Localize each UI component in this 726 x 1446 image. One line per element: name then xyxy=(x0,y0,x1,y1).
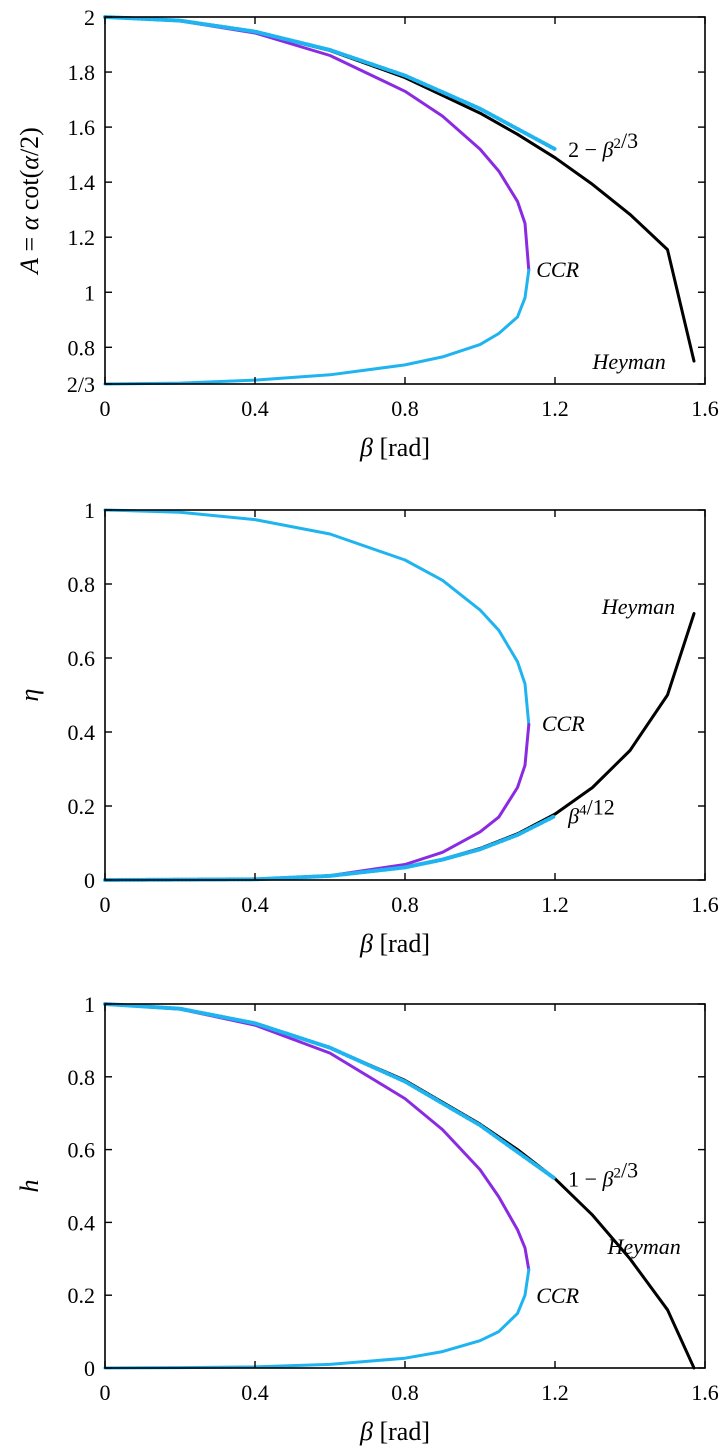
heyman-curve xyxy=(103,612,696,882)
x-axis-title: β [rad] xyxy=(359,1417,430,1446)
y-tick-label: 1.4 xyxy=(68,170,96,195)
curve-annotation: β4/12 xyxy=(567,794,615,828)
x-tick-label: 0.8 xyxy=(391,892,419,917)
y-tick-label: 1 xyxy=(84,992,95,1017)
curve-annotation: CCR xyxy=(542,711,585,736)
curve-annotation: Heyman xyxy=(601,594,675,619)
y-tick-label: 0.4 xyxy=(68,720,96,745)
panel-eta-vs-beta: 0 0.4 0.8 1.2 1.6 0 0.2 0.4 0.6 0.8 1 β [rad] η Heyma… xyxy=(15,498,719,958)
x-axis-title: β [rad] xyxy=(359,929,430,958)
y-tick-label: 2/3 xyxy=(67,372,95,397)
y-tick-label: 1 xyxy=(84,498,95,523)
panel-a-vs-beta: 0 0.4 0.8 1.2 1.6 2/3 0.8 1 1.2 1.4 1.6 1.8 2 β [rad]… xyxy=(15,5,719,462)
x-tick-label: 0.4 xyxy=(241,396,269,421)
ccr-lower-curve xyxy=(103,508,531,727)
curve-annotation: CCR xyxy=(536,1283,579,1308)
x-tick-label: 0.8 xyxy=(391,396,419,421)
ccr-lower-curve xyxy=(103,268,531,386)
curve-annotation: 1 − β2/3 xyxy=(568,1158,638,1192)
y-tick-label: 0.8 xyxy=(68,335,96,360)
y-tick-label: 0 xyxy=(84,1356,95,1381)
heyman-curve xyxy=(103,15,696,363)
x-tick-label: 1.2 xyxy=(541,1380,569,1405)
x-tick-label: 0 xyxy=(100,1380,111,1405)
curve-annotation: Heyman xyxy=(607,1234,681,1259)
x-tick-label: 1.2 xyxy=(541,396,569,421)
approximation-curve xyxy=(103,15,557,152)
x-tick-label: 0.4 xyxy=(241,1380,269,1405)
ccr-upper-curve xyxy=(103,723,531,882)
panel-h-vs-beta: 0 0.4 0.8 1.2 1.6 0 0.2 0.4 0.6 0.8 1 β [rad] h 1 − β… xyxy=(15,992,719,1446)
x-tick-label: 0 xyxy=(100,396,111,421)
x-tick-label: 1.6 xyxy=(691,396,719,421)
x-tick-label: 1.2 xyxy=(541,892,569,917)
curve-annotation: 2 − β2/3 xyxy=(568,128,638,162)
curve-annotation: CCR xyxy=(536,257,579,282)
y-axis-title: h xyxy=(15,1180,44,1193)
y-tick-label: 0.4 xyxy=(68,1210,96,1235)
x-tick-label: 0.8 xyxy=(391,1380,419,1405)
plot-frame xyxy=(104,1003,706,1369)
y-tick-label: 0.2 xyxy=(68,794,96,819)
y-tick-label: 2 xyxy=(84,5,95,30)
y-tick-label: 1.6 xyxy=(68,115,96,140)
x-tick-label: 1.6 xyxy=(691,1380,719,1405)
curve-annotation: Heyman xyxy=(592,349,666,374)
y-axis-title: η xyxy=(15,689,44,702)
x-tick-label: 0 xyxy=(100,892,111,917)
y-tick-label: 1.8 xyxy=(68,60,96,85)
x-tick-label: 0.4 xyxy=(241,892,269,917)
approximation-curve xyxy=(103,1002,557,1181)
plot-frame xyxy=(104,509,706,881)
y-tick-label: 0.2 xyxy=(68,1283,96,1308)
approximation-curve xyxy=(103,814,557,882)
y-tick-label: 0.6 xyxy=(68,646,96,671)
y-axis-title: A = α cot(α/2) xyxy=(15,127,44,276)
y-tick-label: 0 xyxy=(84,868,95,893)
y-tick-label: 0.8 xyxy=(68,572,96,597)
ccr-upper-curve xyxy=(103,15,531,272)
x-tick-label: 1.6 xyxy=(691,892,719,917)
y-tick-label: 1.2 xyxy=(68,225,96,250)
ccr-lower-curve xyxy=(103,1268,531,1370)
y-tick-label: 0.6 xyxy=(68,1138,96,1163)
y-tick-label: 0.8 xyxy=(68,1065,96,1090)
x-axis-title: β [rad] xyxy=(359,433,430,462)
y-tick-label: 1 xyxy=(84,280,95,305)
